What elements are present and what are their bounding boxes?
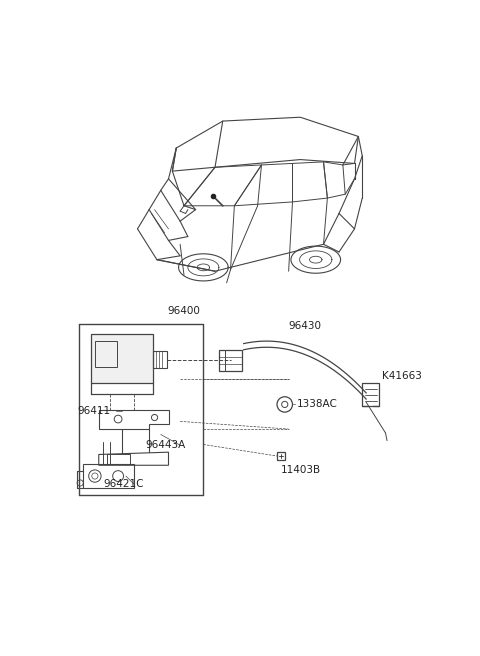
Text: 11403B: 11403B — [281, 465, 321, 475]
Text: K41663: K41663 — [382, 371, 421, 380]
Bar — [107, 455, 130, 464]
Text: 96430: 96430 — [288, 321, 322, 331]
Bar — [219, 350, 242, 371]
Text: 96411: 96411 — [78, 406, 111, 417]
Bar — [91, 335, 153, 383]
Text: 96421C: 96421C — [103, 479, 144, 489]
Bar — [153, 352, 167, 368]
Text: 1338AC: 1338AC — [296, 400, 337, 409]
Bar — [83, 464, 133, 488]
Bar — [362, 383, 379, 406]
Text: 96400: 96400 — [167, 306, 200, 316]
Text: 96443A: 96443A — [145, 440, 185, 450]
Bar — [95, 340, 117, 367]
